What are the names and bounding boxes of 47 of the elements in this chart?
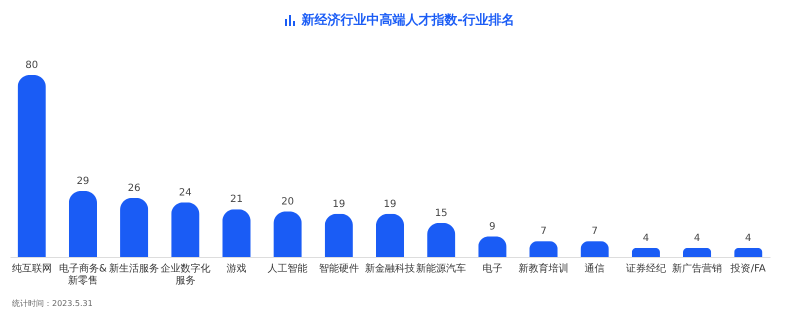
bar [478,236,506,257]
x-tick-label: 新能源汽车 [416,262,466,274]
data-label: 80 [25,60,38,71]
x-tick-label: 新生活服务 [109,262,160,274]
x-tick-label: 证券经纪 [626,262,666,274]
x-tick-label: 游戏 [226,262,246,274]
data-label: 4 [642,232,650,244]
x-tick-label: 新广告营销 [672,262,722,274]
data-label: 26 [128,182,140,194]
data-label: 19 [332,198,346,210]
bar [427,222,456,257]
data-label: 24 [178,187,192,198]
bar [632,248,660,257]
x-tick-label: 企业数字化服务 [160,262,210,286]
text: 统计时间：2023.5.31 [12,298,93,309]
data-label: 4 [694,232,700,244]
data-label: 9 [489,222,496,233]
x-tick-label: 电子商务&新零售 [59,262,108,286]
data-label: 7 [592,226,598,238]
x-tick-label: 智能硬件 [318,262,359,274]
bar [222,209,251,257]
bar [580,241,609,257]
bar [68,191,98,257]
data-label: 15 [434,208,448,219]
data-label: 20 [281,196,294,208]
chart-title: 新经济行业中高端人才指数-行业排名 [301,12,515,29]
data-label: 7 [540,226,547,238]
bar [734,248,762,257]
bar [324,214,353,257]
x-tick-label: 纯互联网 [12,262,52,274]
bar [682,248,712,257]
x-tick-label: 新金融科技 [365,262,415,274]
data-label: 29 [76,176,90,188]
x-tick-label: 人工智能 [268,262,308,274]
data-label: 19 [384,198,396,210]
data-label: 21 [230,194,243,206]
bar [18,75,46,257]
bar [120,198,148,257]
x-tick-label: 通信 [584,262,605,274]
bar [171,202,200,257]
x-tick-label: 投资/FA [730,262,766,274]
bar [529,241,558,257]
x-tick-label: 新教育培训 [518,262,569,274]
x-tick-label: 电子 [482,262,502,274]
bar [274,212,302,257]
bar [376,214,404,257]
data-label: 4 [745,232,752,244]
